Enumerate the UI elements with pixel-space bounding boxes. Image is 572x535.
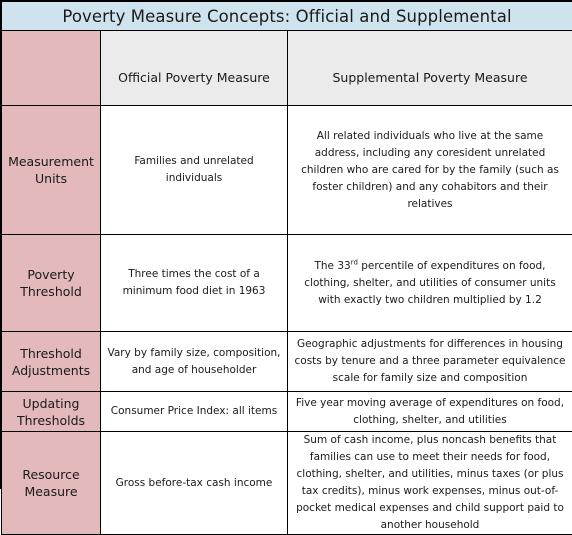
- supplemental-text-pre: The 33: [314, 260, 350, 272]
- row-label: Updating Thresholds: [2, 392, 101, 432]
- header-supplemental: Supplemental Poverty Measure: [288, 31, 572, 106]
- title-row: Poverty Measure Concepts: Official and S…: [2, 2, 572, 31]
- row-label: Threshold Adjustments: [2, 332, 101, 392]
- table-title: Poverty Measure Concepts: Official and S…: [2, 2, 572, 31]
- row-label: Measurement Units: [2, 106, 101, 235]
- ordinal-superscript: rd: [351, 258, 358, 266]
- official-cell: Vary by family size, composition, and ag…: [101, 332, 288, 392]
- table-row: Updating Thresholds Consumer Price Index…: [2, 392, 572, 432]
- supplemental-cell: All related individuals who live at the …: [288, 106, 572, 235]
- supplemental-cell: Geographic adjustments for differences i…: [288, 332, 572, 392]
- supplemental-cell: Sum of cash income, plus noncash benefit…: [288, 432, 572, 535]
- table-row: Measurement Units Families and unrelated…: [2, 106, 572, 235]
- table-row: Resource Measure Gross before-tax cash i…: [2, 432, 572, 535]
- official-cell: Families and unrelated individuals: [101, 106, 288, 235]
- supplemental-cell: Five year moving average of expenditures…: [288, 392, 572, 432]
- row-label: Resource Measure: [2, 432, 101, 535]
- header-official: Official Poverty Measure: [101, 31, 288, 106]
- table-row: Threshold Adjustments Vary by family siz…: [2, 332, 572, 392]
- official-cell: Three times the cost of a minimum food d…: [101, 235, 288, 332]
- poverty-concepts-table-container: Poverty Measure Concepts: Official and S…: [0, 0, 572, 489]
- header-blank-cell: [2, 31, 101, 106]
- official-cell: Consumer Price Index: all items: [101, 392, 288, 432]
- table-row: Poverty Threshold Three times the cost o…: [2, 235, 572, 332]
- row-label: Poverty Threshold: [2, 235, 101, 332]
- supplemental-cell: The 33rd percentile of expenditures on f…: [288, 235, 572, 332]
- official-cell: Gross before-tax cash income: [101, 432, 288, 535]
- header-row: Official Poverty Measure Supplemental Po…: [2, 31, 572, 106]
